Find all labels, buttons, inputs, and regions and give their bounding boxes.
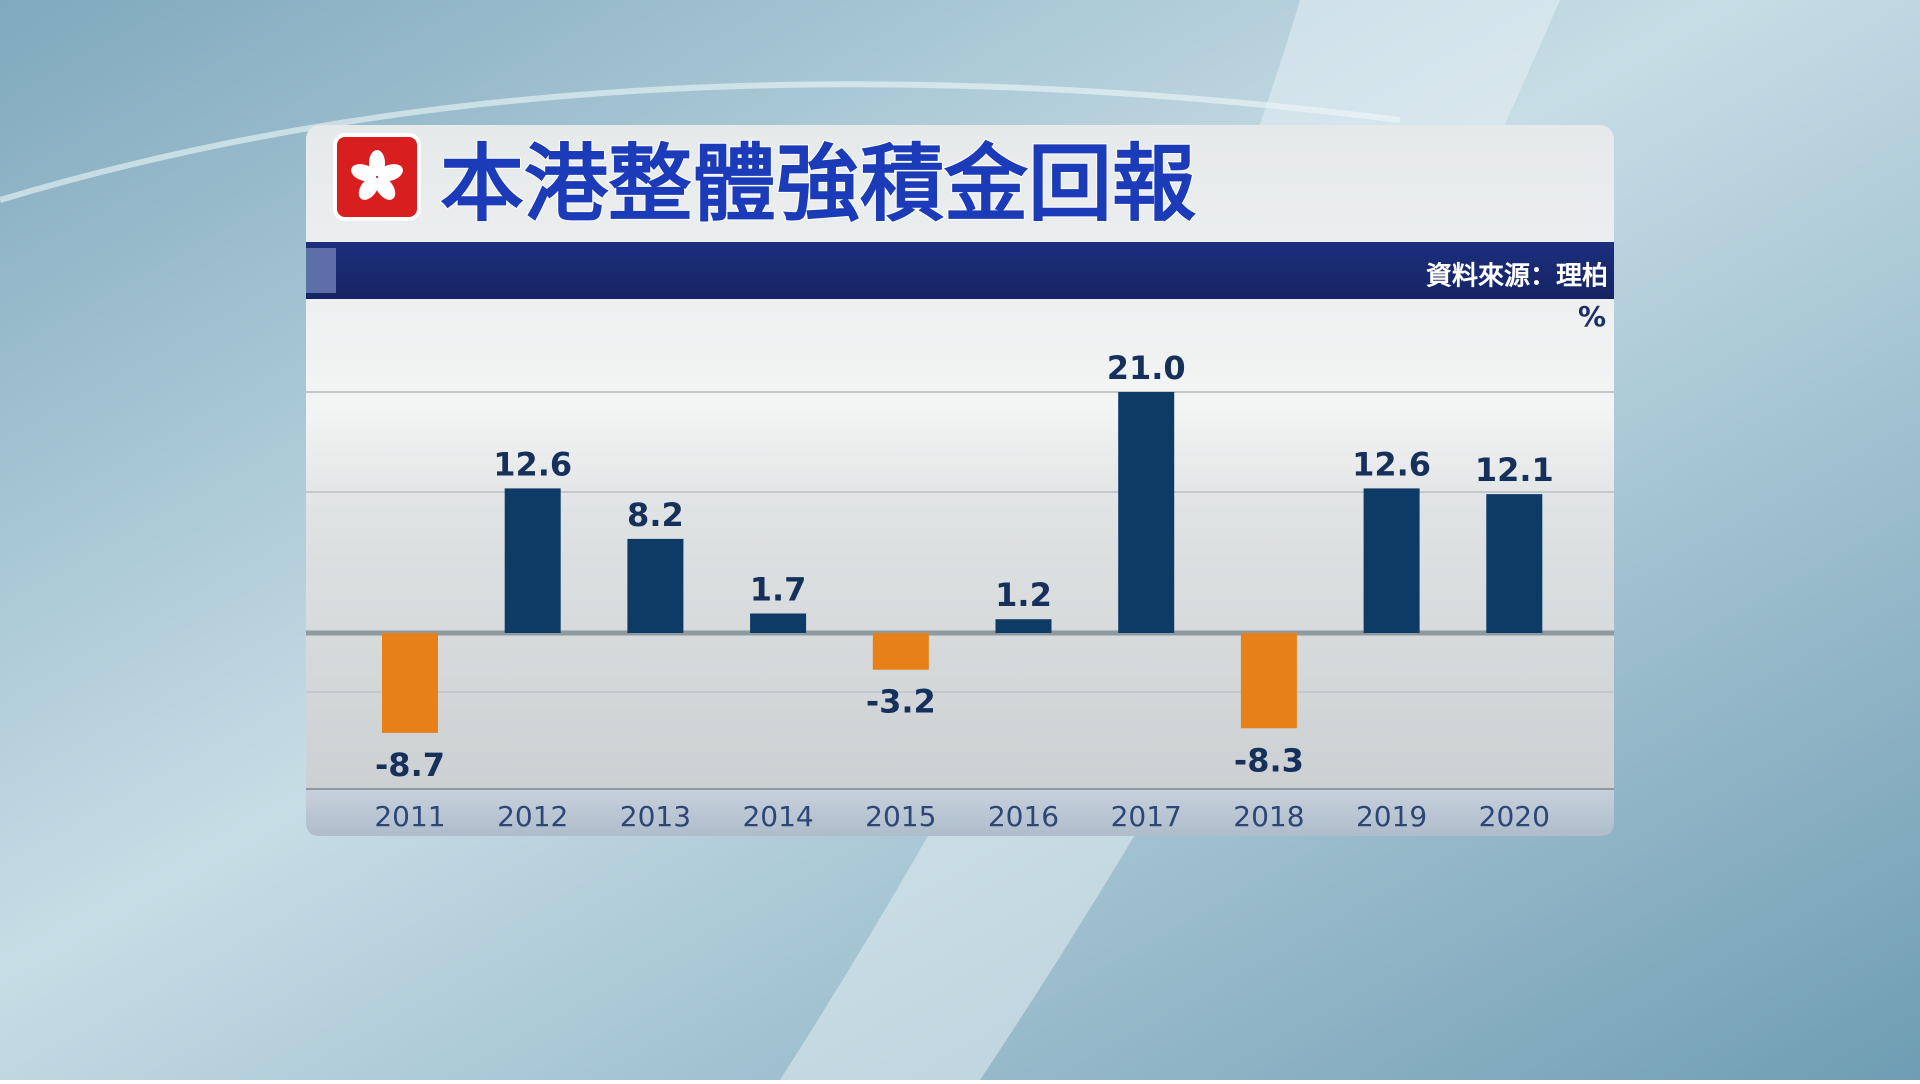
x-tick-label: 2012 — [497, 800, 568, 833]
bauhinia — [351, 150, 403, 200]
bar — [995, 619, 1052, 633]
x-tick-label: 2020 — [1479, 800, 1550, 833]
value-label: -8.3 — [1234, 741, 1304, 779]
bar — [1240, 633, 1297, 729]
chart-title: 本港整體強積金回報 — [440, 135, 1196, 233]
value-label: 8.2 — [627, 496, 684, 534]
x-tick-label: 2019 — [1356, 800, 1427, 833]
hk-logo — [333, 133, 421, 221]
value-label: 12.6 — [1352, 445, 1431, 483]
x-tick-label: 2011 — [374, 800, 445, 833]
value-label: 1.2 — [995, 576, 1052, 614]
bar — [1363, 488, 1420, 633]
unit-label: % — [1578, 300, 1606, 333]
value-label: -3.2 — [866, 683, 936, 721]
band-accent — [306, 248, 336, 293]
bar — [627, 538, 684, 633]
decor — [0, 81, 1401, 203]
x-tick-label: 2015 — [865, 800, 936, 833]
x-tick-label: 2018 — [1233, 800, 1304, 833]
x-tick-label: 2017 — [1111, 800, 1182, 833]
bar — [750, 613, 807, 633]
value-label: 12.1 — [1475, 451, 1554, 489]
value-label: 12.6 — [493, 445, 572, 483]
bar — [504, 488, 561, 633]
title-band — [306, 242, 1614, 299]
category-band — [306, 790, 1614, 836]
x-tick-label: 2013 — [620, 800, 691, 833]
source: 資料來源：理柏 — [1426, 262, 1608, 292]
bar — [382, 633, 438, 733]
bar — [1486, 494, 1543, 633]
bar — [1118, 392, 1175, 633]
bar — [872, 633, 929, 670]
x-tick-label: 2014 — [742, 800, 813, 833]
value-label: 1.7 — [750, 570, 807, 608]
value-label: 21.0 — [1107, 349, 1186, 387]
x-tick-label: 2016 — [988, 800, 1059, 833]
value-label: -8.7 — [375, 746, 445, 784]
